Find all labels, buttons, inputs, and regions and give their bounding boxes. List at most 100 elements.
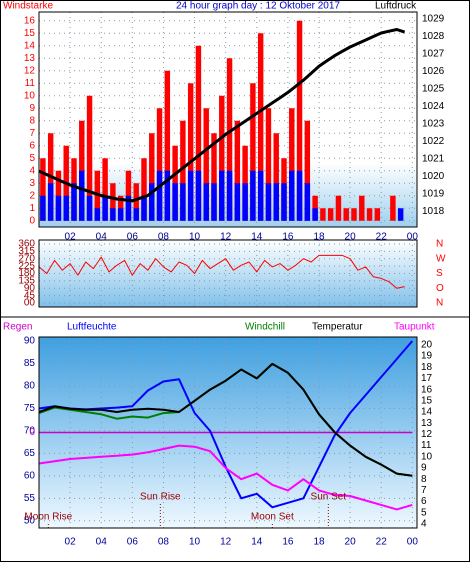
bar bbox=[195, 45, 202, 221]
x-tick-label: 00 bbox=[407, 537, 419, 548]
y2-tick-label: 4 bbox=[421, 519, 427, 530]
y2-tick-label: O bbox=[436, 283, 444, 294]
y-tick-label: 1 bbox=[29, 203, 35, 214]
bar bbox=[304, 120, 311, 221]
annotation: Sun Set bbox=[311, 492, 347, 503]
bar bbox=[250, 83, 256, 221]
y-tick-label: 135 bbox=[18, 276, 35, 287]
x-tick-label: 22 bbox=[376, 232, 388, 243]
y2-tick-label: 12 bbox=[421, 429, 433, 440]
y2-tick-label: 1026 bbox=[422, 66, 445, 77]
y-tick-label: 55 bbox=[24, 493, 36, 504]
bar bbox=[211, 183, 217, 221]
bar bbox=[172, 183, 178, 221]
y2-tick-label: S bbox=[436, 268, 443, 279]
legend-label: Windchill bbox=[245, 322, 285, 333]
y2-tick-label: 15 bbox=[421, 395, 433, 406]
y-tick-label: 85 bbox=[24, 358, 36, 369]
y2-tick-label: 13 bbox=[421, 418, 433, 429]
bar bbox=[289, 108, 295, 221]
bar bbox=[226, 170, 233, 221]
y-tick-label: 16 bbox=[24, 15, 36, 26]
y-tick-label: 2 bbox=[29, 190, 35, 201]
y-tick-label: 80 bbox=[24, 381, 36, 392]
y-tick-label: 14 bbox=[24, 40, 36, 51]
bar bbox=[289, 170, 295, 221]
y-tick-label: 75 bbox=[24, 403, 36, 414]
bar bbox=[40, 195, 46, 221]
bar bbox=[63, 195, 69, 221]
bar bbox=[86, 195, 93, 221]
y-tick-label: 45 bbox=[24, 290, 36, 301]
bar bbox=[327, 208, 334, 221]
bar bbox=[149, 183, 155, 221]
bar bbox=[265, 183, 272, 221]
bar bbox=[102, 158, 108, 221]
y2-tick-label: 1024 bbox=[422, 101, 445, 112]
bar bbox=[374, 208, 381, 221]
x-tick-label: 04 bbox=[96, 537, 108, 548]
y2-tick-label: 1025 bbox=[422, 84, 445, 95]
y-tick-label: 0 bbox=[29, 215, 35, 226]
bar bbox=[219, 170, 225, 221]
x-tick-label: 18 bbox=[313, 232, 325, 243]
y2-tick-label: 16 bbox=[421, 384, 433, 395]
y2-tick-label: 9 bbox=[421, 463, 427, 474]
bar bbox=[211, 133, 217, 221]
chart-title: 24 hour graph day : 12 Oktober 2017 bbox=[176, 1, 340, 12]
x-tick-label: 12 bbox=[220, 232, 232, 243]
y-tick-label: 3 bbox=[29, 178, 35, 189]
bar bbox=[102, 195, 108, 221]
bar bbox=[335, 195, 342, 221]
bar bbox=[164, 70, 171, 221]
bar bbox=[257, 33, 264, 221]
y2-tick-label: 1027 bbox=[422, 49, 445, 60]
y-tick-label: 90 bbox=[24, 283, 36, 294]
bar bbox=[125, 195, 132, 221]
y3-tick-label: 0 bbox=[29, 427, 35, 438]
plot-background bbox=[39, 240, 417, 307]
x-tick-label: 20 bbox=[345, 537, 357, 548]
legend-label: Temperatur bbox=[312, 322, 363, 333]
legend-label: Taupunkt bbox=[394, 322, 435, 333]
x-tick-label: 10 bbox=[189, 537, 201, 548]
y-tick-label: 12 bbox=[24, 65, 36, 76]
y2-tick-label: 6 bbox=[421, 496, 427, 507]
bar bbox=[304, 183, 311, 221]
y2-tick-label: 5 bbox=[421, 507, 427, 518]
x-tick-label: 02 bbox=[65, 537, 77, 548]
legend-label: Luftfeuchte bbox=[67, 322, 117, 333]
y2-tick-label: N bbox=[436, 239, 443, 250]
bar bbox=[133, 183, 139, 221]
bar bbox=[187, 170, 194, 221]
x-tick-label: 08 bbox=[158, 537, 170, 548]
annotation: Moon Rise bbox=[24, 512, 72, 523]
bar bbox=[226, 58, 233, 221]
legend-label: Regen bbox=[3, 322, 32, 333]
y-tick-label: 00 bbox=[24, 298, 36, 309]
bar bbox=[366, 208, 373, 221]
y2-tick-label: 7 bbox=[421, 485, 427, 496]
bar bbox=[79, 170, 85, 221]
bar bbox=[156, 170, 163, 221]
x-tick-label: 14 bbox=[251, 232, 263, 243]
y-tick-label: 270 bbox=[18, 253, 35, 264]
bar bbox=[180, 120, 186, 221]
bar bbox=[203, 183, 209, 221]
bar bbox=[195, 170, 202, 221]
y2-tick-label: 10 bbox=[421, 451, 433, 462]
y-tick-label: 5 bbox=[29, 153, 35, 164]
y2-tick-label: 19 bbox=[421, 351, 433, 362]
bar bbox=[234, 120, 241, 221]
bar bbox=[397, 208, 404, 221]
bar bbox=[312, 208, 318, 221]
y-tick-label: 11 bbox=[25, 78, 36, 89]
y-tick-label: 90 bbox=[24, 336, 36, 347]
y2-tick-label: 1023 bbox=[422, 119, 445, 130]
y2-tick-label: 1028 bbox=[422, 31, 445, 42]
bar bbox=[47, 183, 54, 221]
series-line bbox=[38, 362, 413, 477]
y2-tick-label: 20 bbox=[421, 339, 433, 350]
x-tick-label: 04 bbox=[96, 232, 108, 243]
